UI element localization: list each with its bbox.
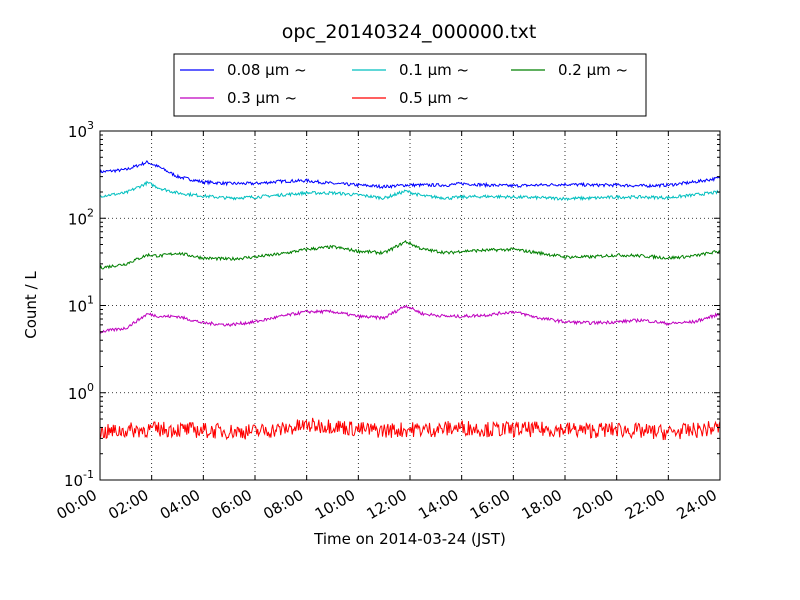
legend-label: 0.1 μm ~ [399,61,469,79]
series-line [99,304,721,334]
chart-title: opc_20140324_000000.txt [282,21,537,43]
legend-label: 0.08 μm ~ [227,61,307,79]
y-tick-labels: 10-1 100 101 102 103 [64,119,94,490]
legend-frame [173,53,647,117]
series-line [99,159,721,190]
y-tick-label: 102 [68,206,94,228]
y-tick-label: 101 [68,294,94,316]
x-axis-label: Time on 2014-03-24 (JST) [313,530,506,548]
series-line [99,180,721,202]
series-layer [99,159,721,441]
legend: 0.08 μm ~ 0.1 μm ~ 0.2 μm ~ 0.3 μm ~ 0.5 μm … [173,53,647,117]
ticks [99,130,721,481]
series-line [99,239,721,270]
legend-label: 0.3 μm ~ [227,89,297,107]
y-axis-label: Count / L [22,271,40,339]
legend-label: 0.5 μm ~ [399,89,469,107]
legend-label: 0.2 μm ~ [558,61,628,79]
y-tick-label: 10-1 [64,468,94,490]
grid [100,131,720,480]
series-line [99,417,721,441]
y-tick-label: 103 [68,119,94,141]
y-tick-label: 100 [68,381,94,403]
